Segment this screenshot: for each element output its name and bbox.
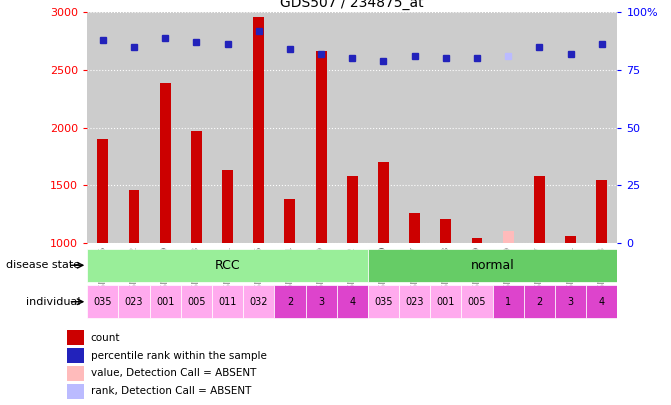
Bar: [67, 366, 84, 381]
Text: 005: 005: [468, 297, 486, 307]
Bar: [430, 285, 462, 318]
Bar: [180, 285, 212, 318]
Bar: [87, 285, 118, 318]
Text: 032: 032: [250, 297, 268, 307]
Bar: [493, 285, 524, 318]
Text: percentile rank within the sample: percentile rank within the sample: [91, 351, 266, 360]
Text: normal: normal: [471, 259, 515, 272]
Bar: [243, 285, 274, 318]
Bar: [285, 199, 295, 243]
Bar: [472, 239, 482, 243]
Text: 2: 2: [536, 297, 542, 307]
Bar: [368, 249, 617, 282]
Text: 3: 3: [568, 297, 574, 307]
Text: 1: 1: [505, 297, 511, 307]
Bar: [118, 285, 150, 318]
Text: 001: 001: [437, 297, 455, 307]
Text: disease state: disease state: [7, 260, 81, 270]
Text: 001: 001: [156, 297, 174, 307]
Bar: [378, 162, 389, 243]
Text: 035: 035: [374, 297, 393, 307]
Bar: [222, 170, 233, 243]
Text: 023: 023: [405, 297, 424, 307]
Text: count: count: [91, 333, 120, 343]
Text: individual: individual: [26, 297, 81, 307]
Bar: [87, 249, 368, 282]
Bar: [409, 213, 420, 243]
Bar: [212, 285, 243, 318]
Text: 2: 2: [287, 297, 293, 307]
Bar: [555, 285, 586, 318]
Bar: [597, 179, 607, 243]
Bar: [129, 190, 140, 243]
Bar: [191, 131, 202, 243]
Bar: [97, 139, 108, 243]
Text: value, Detection Call = ABSENT: value, Detection Call = ABSENT: [91, 369, 256, 378]
Bar: [586, 285, 617, 318]
Bar: [399, 285, 430, 318]
Bar: [368, 285, 399, 318]
Text: RCC: RCC: [215, 259, 240, 272]
Text: 035: 035: [93, 297, 112, 307]
Bar: [347, 176, 358, 243]
Bar: [534, 176, 545, 243]
Bar: [67, 384, 84, 399]
Text: 005: 005: [187, 297, 205, 307]
Bar: [462, 285, 493, 318]
Text: 023: 023: [125, 297, 143, 307]
Text: rank, Detection Call = ABSENT: rank, Detection Call = ABSENT: [91, 386, 251, 396]
Title: GDS507 / 234875_at: GDS507 / 234875_at: [280, 0, 424, 10]
Bar: [67, 348, 84, 363]
Bar: [440, 219, 452, 243]
Bar: [160, 83, 170, 243]
Bar: [503, 232, 513, 243]
Bar: [524, 285, 555, 318]
Text: 011: 011: [218, 297, 237, 307]
Bar: [315, 51, 327, 243]
Text: 4: 4: [599, 297, 605, 307]
Bar: [305, 285, 337, 318]
Bar: [67, 330, 84, 345]
Text: 3: 3: [318, 297, 324, 307]
Bar: [274, 285, 305, 318]
Bar: [253, 17, 264, 243]
Bar: [565, 236, 576, 243]
Bar: [337, 285, 368, 318]
Text: 4: 4: [349, 297, 356, 307]
Bar: [150, 285, 180, 318]
